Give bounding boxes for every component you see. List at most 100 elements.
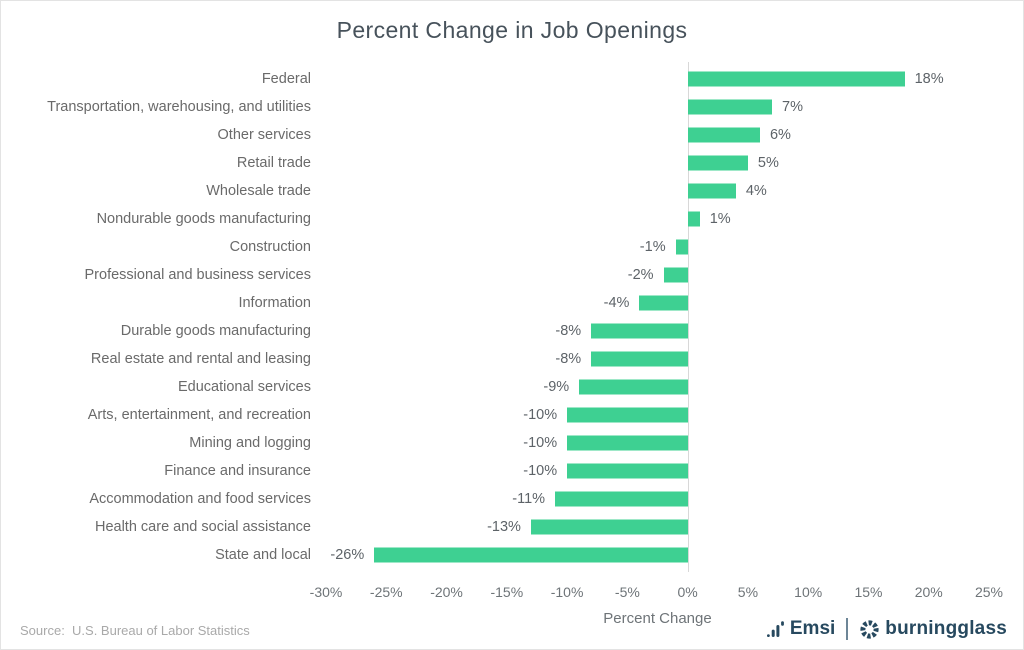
bar: [675, 239, 688, 255]
bar: [530, 519, 688, 535]
value-label: 4%: [745, 183, 767, 199]
bar-canvas: -13%: [326, 513, 989, 541]
value-label: 6%: [769, 127, 791, 143]
category-label: Other services: [217, 127, 311, 143]
chart-title: Percent Change in Job Openings: [336, 17, 688, 43]
value-label: -26%: [330, 547, 365, 563]
bar-chart-plot-area: Federal 18% Transportation, warehousing, a…: [1, 62, 1023, 572]
value-label: 1%: [709, 211, 731, 227]
category-label: Durable goods manufacturing: [120, 323, 311, 339]
chart-row: Finance and insurance -10%: [1, 457, 1023, 485]
x-axis-tick-label: 25%: [974, 584, 1004, 600]
value-label: -10%: [523, 407, 558, 423]
value-label: -13%: [487, 519, 521, 535]
category-label: Educational services: [178, 379, 311, 395]
bar-canvas: -1%: [326, 233, 989, 261]
chart-row: Arts, entertainment, and recreation -10%: [1, 401, 1023, 429]
bar-canvas: 18%: [326, 65, 989, 93]
bar: [687, 99, 772, 115]
value-label: -9%: [543, 379, 570, 395]
chart-row: Construction -1%: [1, 233, 1023, 261]
chart-row: Information -4%: [1, 289, 1023, 317]
burningglass-logo-text: burningglass: [885, 618, 1007, 639]
value-label: -10%: [523, 463, 558, 479]
bar: [567, 435, 688, 451]
bar-canvas: 6%: [326, 121, 989, 149]
emsi-barchart-icon: [766, 620, 785, 638]
category-label: Finance and insurance: [164, 463, 311, 479]
chart-row: Mining and logging -10%: [1, 429, 1023, 457]
bar-canvas: -10%: [326, 429, 989, 457]
zero-axis-line: [687, 62, 689, 572]
category-label: Arts, entertainment, and recreation: [87, 407, 311, 423]
value-label: 18%: [914, 71, 944, 87]
bar: [555, 491, 688, 507]
category-label: Transportation, warehousing, and utiliti…: [47, 99, 311, 115]
brand-logos: Emsi burningglass: [766, 618, 1007, 640]
value-label: -8%: [555, 351, 582, 367]
value-label: 5%: [757, 155, 779, 171]
bar-canvas: -9%: [326, 373, 989, 401]
value-label: -4%: [603, 295, 630, 311]
chart-row: State and local -26%: [1, 541, 1023, 569]
category-label: Real estate and rental and leasing: [90, 351, 311, 367]
bar: [687, 71, 905, 87]
value-label: -8%: [555, 323, 582, 339]
x-axis-tick-label: 0%: [677, 584, 698, 600]
x-axis-ticks: -30% -25% -20% -15% -10% -5% 0% 5% 10% 15% 20% 25%: [310, 584, 1003, 604]
bar-canvas: 7%: [326, 93, 989, 121]
x-axis-label: Percent Change: [603, 610, 712, 627]
x-axis-tick-label: 15%: [854, 584, 883, 600]
category-label: Construction: [229, 239, 311, 255]
bar: [374, 547, 688, 563]
bar-canvas: 1%: [326, 205, 989, 233]
chart-row: Educational services -9%: [1, 373, 1023, 401]
chart-row: Professional and business services -2%: [1, 261, 1023, 289]
bar: [687, 155, 748, 171]
x-axis-tick-label: -10%: [550, 584, 584, 600]
category-label: State and local: [215, 547, 311, 563]
burningglass-logo: burningglass: [859, 618, 1007, 640]
x-axis-tick-label: -5%: [614, 584, 640, 600]
brand-separator: [846, 618, 849, 640]
category-label: Mining and logging: [189, 435, 311, 451]
category-label: Nondurable goods manufacturing: [96, 211, 311, 227]
chart-row: Accommodation and food services -11%: [1, 485, 1023, 513]
bar-canvas: -4%: [326, 289, 989, 317]
x-axis-tick-label: -15%: [490, 584, 524, 600]
bar-canvas: 5%: [326, 149, 989, 177]
bar: [567, 407, 688, 423]
bar: [567, 463, 688, 479]
chart-row: Transportation, warehousing, and utiliti…: [1, 93, 1023, 121]
chart-row: Federal 18%: [1, 65, 1023, 93]
bar-canvas: -10%: [326, 401, 989, 429]
value-label: -2%: [627, 267, 654, 283]
value-label: 7%: [782, 99, 803, 115]
category-label: Accommodation and food services: [89, 491, 311, 507]
bar-canvas: -2%: [326, 261, 989, 289]
x-axis-tick-label: 20%: [914, 584, 943, 600]
bar-canvas: -10%: [326, 457, 989, 485]
value-label: -11%: [512, 491, 546, 507]
emsi-logo-text: Emsi: [789, 618, 836, 639]
chart-row: Health care and social assistance -13%: [1, 513, 1023, 541]
x-axis-tick-label: -25%: [369, 584, 403, 600]
bar-canvas: -11%: [326, 485, 989, 513]
x-axis-tick-label: -30%: [309, 584, 343, 600]
bar: [579, 379, 688, 395]
chart-row: Real estate and rental and leasing -8%: [1, 345, 1023, 373]
bar: [687, 183, 736, 199]
bar: [687, 211, 700, 227]
bar: [591, 351, 688, 367]
chart-row: Retail trade 5%: [1, 149, 1023, 177]
emsi-logo: Emsi: [766, 618, 836, 640]
chart-row: Wholesale trade 4%: [1, 177, 1023, 205]
x-axis-tick-label: -20%: [430, 584, 463, 600]
bar: [591, 323, 688, 339]
source-citation: Source: U.S. Bureau of Labor Statistics: [20, 623, 250, 638]
bar-canvas: -8%: [326, 345, 989, 373]
value-label: -1%: [639, 239, 666, 255]
category-label: Professional and business services: [84, 267, 311, 283]
x-axis-tick-label: 5%: [737, 584, 759, 600]
